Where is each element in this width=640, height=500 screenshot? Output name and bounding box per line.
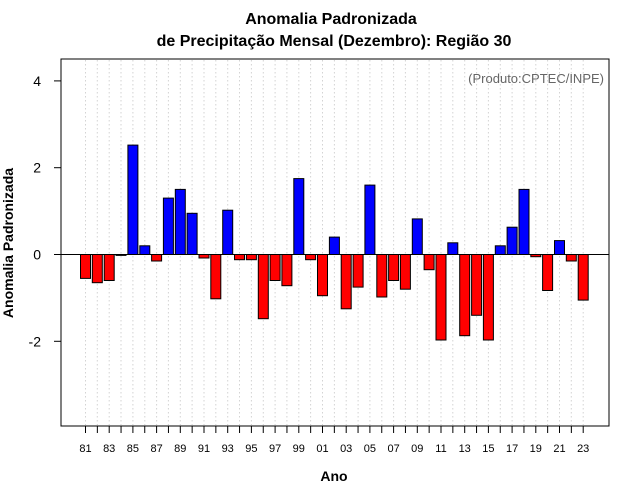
x-axis-label: Ano	[320, 468, 347, 484]
x-tick-label: 81	[79, 443, 91, 455]
bar-2004	[352, 254, 364, 288]
bar-2011	[435, 254, 447, 341]
x-tick-label: 09	[411, 443, 423, 455]
vertical-gridlines	[85, 60, 584, 425]
x-tick-label: 13	[459, 443, 471, 455]
x-tick-label: 89	[174, 443, 186, 455]
plot-frame	[60, 58, 610, 427]
x-tick-label: 17	[506, 443, 518, 455]
x-tick-label: 05	[364, 443, 376, 455]
bar-2010	[423, 254, 435, 271]
bar-1987	[151, 254, 163, 262]
x-tick-label: 07	[387, 443, 399, 455]
bar-1994	[234, 254, 245, 261]
bar-1981	[80, 254, 91, 279]
x-axis: 81 83 85 87 89 91 93 95 97 99 01 03 05 07 09 11 13 15 17 19…	[79, 426, 589, 455]
x-tick-label: 95	[245, 443, 257, 455]
bar-1983	[103, 254, 115, 281]
bar-2008	[399, 254, 411, 290]
y-axis-label: Anomalia Padronizada	[0, 168, 16, 318]
x-tick-label: 83	[103, 443, 115, 455]
x-tick-label: 15	[482, 443, 494, 455]
x-tick-label: 97	[269, 443, 281, 455]
bar-2005	[364, 184, 376, 256]
x-tick-label: 03	[340, 443, 352, 455]
bar-1985	[127, 144, 139, 256]
bar-2006	[376, 254, 388, 298]
bar-1984	[115, 254, 127, 256]
x-tick-label: 01	[316, 443, 328, 455]
bar-2022	[565, 254, 577, 262]
bar-1982	[91, 254, 103, 284]
bar-2016	[494, 245, 506, 256]
bar-1996	[257, 254, 269, 320]
bar-2021	[554, 240, 565, 256]
x-tick-label: 23	[577, 443, 589, 455]
bar-1999	[293, 178, 305, 256]
bar-2009	[411, 218, 423, 255]
bar-2012	[447, 242, 459, 256]
x-tick-label: 11	[435, 443, 446, 455]
bar-2007	[388, 254, 400, 281]
bar-2018	[518, 188, 530, 255]
bar-1998	[281, 254, 293, 287]
y-tick-label: 0	[33, 247, 41, 263]
bar-1990	[186, 212, 198, 256]
chart-title: Anomalia Padronizada	[245, 11, 417, 28]
x-tick-label: 99	[293, 443, 305, 455]
bar-2013	[459, 254, 471, 337]
bar-1995	[245, 254, 257, 261]
bar-1991	[198, 254, 210, 259]
bar-2014	[471, 254, 483, 316]
source-annotation: (Produto:CPTEC/INPE)	[468, 71, 604, 86]
x-tick-label: 19	[530, 443, 542, 455]
bar-1997	[269, 254, 281, 281]
x-tick-label: 93	[222, 443, 234, 455]
chart-subtitle: de Precipitação Mensal (Dezembro): Regiã…	[157, 33, 512, 50]
y-axis: -2 0 2 4	[29, 73, 61, 349]
bar-2017	[506, 226, 518, 255]
x-tick-label: 85	[127, 443, 139, 455]
bar-2019	[530, 254, 542, 258]
bar-2003	[340, 254, 352, 310]
x-tick-label: 21	[553, 443, 565, 455]
bar-1986	[139, 245, 151, 256]
y-tick-label: -2	[29, 333, 42, 349]
x-tick-label: 87	[150, 443, 162, 455]
bar-1988	[162, 197, 174, 256]
bar-1989	[174, 188, 186, 255]
bar-2023	[577, 254, 589, 301]
x-tick-label: 91	[198, 443, 210, 455]
y-tick-label: 2	[33, 160, 41, 176]
bar-2015	[482, 254, 494, 341]
y-tick-label: 4	[33, 73, 41, 89]
bars	[80, 144, 589, 341]
bar-2000	[305, 254, 317, 261]
bar-2001	[317, 254, 328, 297]
bar-2020	[542, 254, 554, 291]
bar-2002	[328, 236, 340, 256]
bar-1992	[210, 254, 222, 300]
bar-1993	[222, 209, 234, 255]
